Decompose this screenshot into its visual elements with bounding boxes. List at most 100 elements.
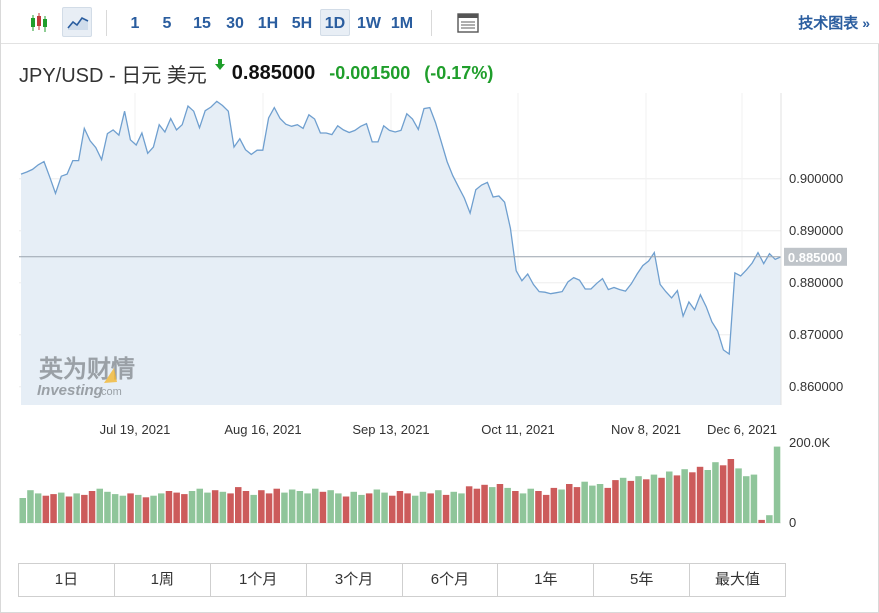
volume-bar bbox=[312, 488, 319, 523]
range-1min[interactable]: 1 bbox=[130, 15, 140, 32]
volume-bar bbox=[758, 519, 765, 523]
volume-bar bbox=[111, 494, 119, 523]
volume-bar bbox=[258, 490, 265, 523]
volume-bar bbox=[481, 484, 488, 523]
candlestick-chart-icon[interactable] bbox=[23, 7, 53, 37]
volume-bar bbox=[604, 487, 611, 523]
volume-bar bbox=[327, 490, 334, 523]
price-chart[interactable]: 0.900000 0.890000 0.880000 0.870000 0.860000… bbox=[1, 90, 879, 550]
volume-bar bbox=[735, 468, 742, 523]
volume-bar bbox=[34, 493, 42, 523]
volume-bar bbox=[542, 494, 550, 523]
range-1h[interactable]: 1H bbox=[257, 15, 279, 32]
volume-bar bbox=[619, 477, 627, 523]
down-arrow-icon bbox=[214, 58, 225, 74]
range-5h[interactable]: 5H bbox=[291, 15, 313, 32]
volume-bar bbox=[373, 489, 381, 523]
volume-bar bbox=[696, 466, 704, 523]
volume-bar bbox=[381, 492, 388, 523]
price-change-percent: (-0.17%) bbox=[424, 62, 494, 83]
volume-bar bbox=[673, 475, 681, 523]
period-6m[interactable]: 6个月 bbox=[402, 564, 499, 596]
calendar-layout-icon[interactable] bbox=[452, 7, 482, 37]
volume-bar bbox=[342, 496, 350, 523]
watermark-suffix: .com bbox=[98, 386, 122, 398]
toolbar-separator bbox=[106, 10, 107, 36]
volume-bar bbox=[704, 470, 711, 523]
volume-bar bbox=[211, 490, 219, 523]
volume-bar bbox=[519, 493, 527, 523]
volume-bar bbox=[335, 493, 342, 523]
range-15min[interactable]: 15 bbox=[193, 15, 211, 32]
period-1d[interactable]: 1日 bbox=[19, 564, 115, 596]
volume-bar bbox=[50, 494, 57, 523]
volume-bar bbox=[127, 493, 134, 523]
volume-bar bbox=[42, 495, 50, 523]
volume-bar bbox=[281, 492, 288, 523]
watermark-cn: 英为财情 bbox=[39, 355, 135, 383]
volume-bar bbox=[419, 491, 427, 523]
volume-bar bbox=[104, 491, 111, 523]
volume-bar bbox=[465, 486, 473, 523]
volume-bar bbox=[319, 491, 327, 523]
y-tick-label: 0.880000 bbox=[789, 275, 843, 290]
volume-bar bbox=[504, 487, 511, 523]
range-1w[interactable]: 1W bbox=[357, 15, 381, 32]
quote-header: JPY/USD - 日元 美元 0.885000 -0.001500 (-0.1… bbox=[19, 58, 493, 88]
period-1m[interactable]: 1个月 bbox=[210, 564, 307, 596]
volume-max-label: 200.0K bbox=[789, 435, 831, 450]
toolbar-separator bbox=[431, 10, 432, 36]
volume-bar bbox=[81, 494, 88, 523]
volume-bar bbox=[712, 462, 719, 523]
volume-bar bbox=[681, 469, 688, 523]
last-price: 0.885000 bbox=[231, 61, 316, 84]
period-3m[interactable]: 3个月 bbox=[306, 564, 403, 596]
volume-bar bbox=[296, 491, 304, 523]
range-1m[interactable]: 1M bbox=[390, 15, 414, 32]
volume-bar bbox=[358, 494, 365, 523]
volume-bar bbox=[766, 515, 773, 523]
range-5min[interactable]: 5 bbox=[162, 15, 172, 32]
volume-bar bbox=[219, 491, 227, 523]
volume-bar bbox=[412, 495, 419, 523]
period-1w[interactable]: 1周 bbox=[114, 564, 211, 596]
volume-bar bbox=[250, 494, 257, 523]
volume-bar bbox=[473, 488, 481, 523]
technical-chart-link[interactable]: 技术图表» bbox=[798, 12, 870, 33]
volume-bar bbox=[350, 491, 357, 523]
x-tick-label: Oct 11, 2021 bbox=[481, 422, 554, 437]
volume-bar bbox=[573, 487, 581, 523]
volume-bar bbox=[96, 488, 103, 523]
volume-bar bbox=[150, 495, 157, 523]
instrument-name: JPY/USD - 日元 美元 bbox=[19, 64, 207, 87]
price-change: -0.001500 bbox=[329, 62, 411, 83]
volume-bar bbox=[650, 474, 658, 523]
volume-bar bbox=[435, 490, 442, 523]
x-tick-label: Jul 19, 2021 bbox=[100, 422, 171, 437]
range-30min[interactable]: 30 bbox=[226, 15, 244, 32]
volume-bar bbox=[566, 484, 573, 523]
technical-chart-label: 技术图表 bbox=[798, 15, 859, 32]
range-1d[interactable]: 1D bbox=[320, 9, 350, 36]
volume-bar bbox=[404, 493, 411, 523]
volume-bar bbox=[689, 472, 696, 523]
volume-bar bbox=[73, 493, 80, 523]
price-line bbox=[20, 100, 782, 356]
volume-bar bbox=[458, 493, 465, 523]
x-tick-label: Sep 13, 2021 bbox=[352, 422, 429, 437]
volume-bar bbox=[658, 477, 665, 523]
volume-zero-label: 0 bbox=[789, 515, 796, 530]
volume-bar bbox=[643, 479, 650, 523]
period-5y[interactable]: 5年 bbox=[594, 564, 691, 596]
volume-bar bbox=[719, 465, 727, 523]
volume-bar bbox=[512, 491, 519, 523]
period-1y[interactable]: 1年 bbox=[498, 564, 595, 596]
volume-bar bbox=[396, 491, 404, 523]
y-tick-label: 0.870000 bbox=[789, 327, 843, 342]
volume-bar bbox=[442, 494, 450, 523]
area-chart-icon[interactable] bbox=[62, 7, 92, 37]
volume-bar bbox=[142, 497, 150, 523]
period-max[interactable]: 最大值 bbox=[690, 564, 785, 596]
volume-bar bbox=[427, 493, 434, 523]
volume-bar bbox=[242, 491, 250, 523]
